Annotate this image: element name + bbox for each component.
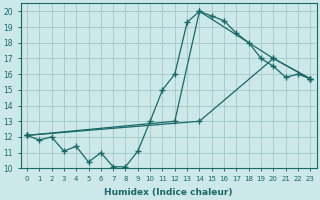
X-axis label: Humidex (Indice chaleur): Humidex (Indice chaleur) bbox=[104, 188, 233, 197]
